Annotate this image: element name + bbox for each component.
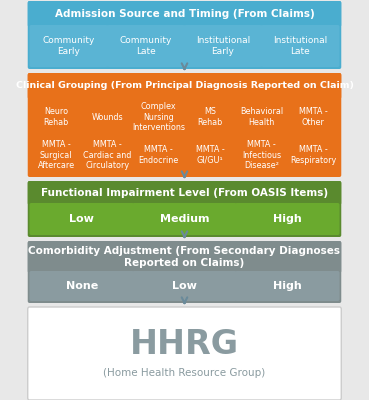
FancyBboxPatch shape	[132, 97, 185, 137]
FancyBboxPatch shape	[132, 271, 237, 301]
FancyBboxPatch shape	[184, 135, 237, 175]
Text: MMTA -
GI/GU¹: MMTA - GI/GU¹	[196, 145, 225, 165]
FancyBboxPatch shape	[235, 97, 288, 137]
FancyBboxPatch shape	[30, 135, 83, 175]
FancyBboxPatch shape	[28, 181, 341, 205]
FancyBboxPatch shape	[132, 135, 185, 175]
FancyBboxPatch shape	[132, 203, 237, 235]
FancyBboxPatch shape	[286, 135, 339, 175]
Text: MMTA -
Surgical
Aftercare: MMTA - Surgical Aftercare	[37, 140, 75, 170]
Text: Complex
Nursing
Interventions: Complex Nursing Interventions	[132, 102, 185, 132]
FancyBboxPatch shape	[81, 135, 134, 175]
FancyBboxPatch shape	[28, 1, 341, 27]
FancyBboxPatch shape	[30, 25, 108, 67]
FancyBboxPatch shape	[28, 241, 341, 303]
FancyBboxPatch shape	[28, 1, 341, 69]
FancyBboxPatch shape	[107, 25, 185, 67]
Text: Functional Impairment Level (From OASIS Items): Functional Impairment Level (From OASIS …	[41, 188, 328, 198]
Text: Community
Late: Community Late	[120, 36, 172, 56]
FancyBboxPatch shape	[30, 271, 134, 301]
FancyBboxPatch shape	[81, 97, 134, 137]
Text: MS
Rehab: MS Rehab	[197, 107, 223, 127]
Text: Institutional
Early: Institutional Early	[196, 36, 250, 56]
Text: Low: Low	[69, 214, 94, 224]
FancyBboxPatch shape	[28, 73, 341, 177]
FancyBboxPatch shape	[235, 271, 339, 301]
Text: Behavioral
Health: Behavioral Health	[240, 107, 283, 127]
Text: Institutional
Late: Institutional Late	[273, 36, 327, 56]
Text: Wounds: Wounds	[92, 112, 123, 122]
FancyBboxPatch shape	[30, 97, 83, 137]
Text: (Home Health Resource Group): (Home Health Resource Group)	[103, 368, 266, 378]
FancyBboxPatch shape	[28, 73, 341, 99]
Text: High: High	[273, 281, 302, 291]
FancyBboxPatch shape	[184, 25, 262, 67]
Text: Community
Early: Community Early	[43, 36, 95, 56]
FancyBboxPatch shape	[28, 181, 341, 237]
FancyBboxPatch shape	[28, 241, 341, 273]
Text: MMTA -
Infectious
Disease²: MMTA - Infectious Disease²	[242, 140, 281, 170]
Text: None: None	[66, 281, 98, 291]
Text: MMTA -
Respiratory: MMTA - Respiratory	[290, 145, 336, 165]
FancyBboxPatch shape	[235, 203, 339, 235]
FancyBboxPatch shape	[286, 97, 339, 137]
Text: Clinical Grouping (From Principal Diagnosis Reported on Claim): Clinical Grouping (From Principal Diagno…	[15, 82, 354, 90]
Text: MMTA -
Cardiac and
Circulatory: MMTA - Cardiac and Circulatory	[83, 140, 132, 170]
Text: Low: Low	[172, 281, 197, 291]
Text: Medium: Medium	[160, 214, 209, 224]
FancyBboxPatch shape	[235, 135, 288, 175]
Text: Neuro
Rehab: Neuro Rehab	[44, 107, 69, 127]
FancyBboxPatch shape	[28, 307, 341, 400]
Text: MMTA -
Other: MMTA - Other	[299, 107, 327, 127]
Text: Admission Source and Timing (From Claims): Admission Source and Timing (From Claims…	[55, 9, 314, 19]
Text: HHRG: HHRG	[130, 328, 239, 361]
Text: High: High	[273, 214, 302, 224]
Text: MMTA -
Endocrine: MMTA - Endocrine	[139, 145, 179, 165]
FancyBboxPatch shape	[261, 25, 339, 67]
FancyBboxPatch shape	[30, 203, 134, 235]
Text: Comorbidity Adjustment (From Secondary Diagnoses
Reported on Claims): Comorbidity Adjustment (From Secondary D…	[28, 246, 341, 268]
FancyBboxPatch shape	[184, 97, 237, 137]
